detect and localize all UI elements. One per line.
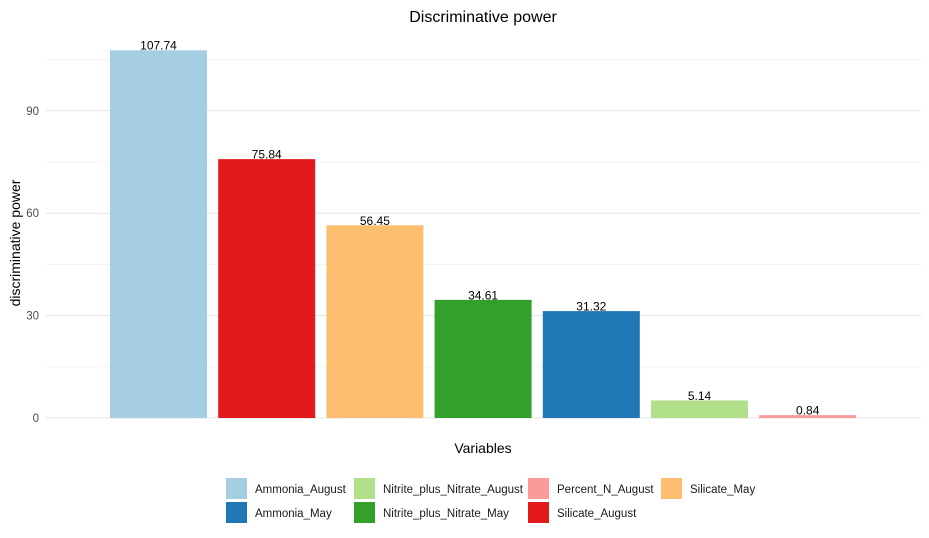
legend-item: Ammonia_May: [226, 502, 332, 523]
legend-item: Nitrite_plus_Nitrate_May: [354, 502, 509, 523]
legend-item: Nitrite_plus_Nitrate_August: [354, 478, 524, 499]
y-tick-label: 60: [26, 208, 39, 220]
bar-nitrite-plus-nitrate-august: [651, 400, 748, 418]
bar-nitrite-plus-nitrate-may: [434, 299, 532, 418]
data-label: 31.32: [576, 300, 606, 314]
legend-swatch: [354, 502, 375, 523]
legend-item: Percent_N_August: [528, 478, 654, 499]
chart-title: Discriminative power: [409, 9, 557, 26]
y-tick-label: 0: [33, 413, 39, 425]
data-label: 75.84: [252, 148, 282, 162]
y-axis-ticks: 0 30 60 90: [26, 106, 39, 425]
legend-swatch: [226, 502, 247, 523]
legend-label: Ammonia_May: [255, 508, 332, 520]
bar-percent-n-august: [759, 415, 857, 418]
legend-label: Percent_N_August: [557, 484, 654, 496]
legend-swatch: [528, 502, 549, 523]
data-label: 0.84: [796, 404, 820, 418]
legend-item: Silicate_August: [528, 502, 637, 523]
legend-swatch: [528, 478, 549, 499]
legend-item: Ammonia_August: [226, 478, 347, 499]
legend-swatch: [661, 478, 682, 499]
legend-label: Silicate_May: [690, 484, 755, 496]
legend-item: Silicate_May: [661, 478, 755, 499]
bar-silicate-august: [218, 159, 316, 418]
legend-swatch: [226, 478, 247, 499]
data-label: 5.14: [688, 389, 712, 403]
bar-silicate-may: [326, 225, 424, 418]
legend-swatch: [354, 478, 375, 499]
bars: [110, 50, 857, 418]
data-label: 34.61: [468, 288, 498, 302]
data-label: 107.74: [140, 39, 177, 53]
bar-ammonia-august: [110, 50, 207, 418]
legend-label: Nitrite_plus_Nitrate_May: [383, 508, 509, 520]
legend: Ammonia_August Ammonia_May Nitrite_plus_Ni…: [226, 478, 755, 523]
data-label: 56.45: [360, 214, 390, 228]
legend-label: Ammonia_August: [255, 484, 347, 496]
legend-label: Nitrite_plus_Nitrate_August: [383, 484, 524, 496]
data-labels: 107.74 75.84 56.45 34.61 31.32 5.14 0.84: [140, 39, 820, 418]
y-tick-label: 30: [26, 311, 39, 323]
legend-label: Silicate_August: [557, 508, 637, 520]
x-axis-title: Variables: [454, 440, 511, 456]
y-tick-label: 90: [26, 106, 39, 118]
y-axis-title: discriminative power: [7, 179, 23, 306]
bar-ammonia-may: [542, 311, 640, 418]
